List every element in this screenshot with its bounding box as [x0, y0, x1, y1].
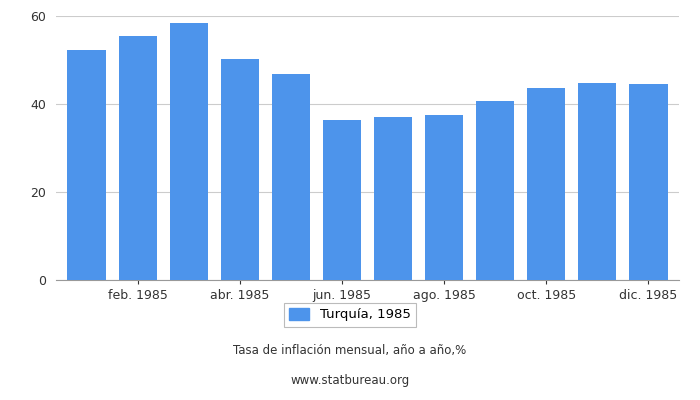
- Bar: [425, 116, 463, 280]
- Text: www.statbureau.org: www.statbureau.org: [290, 374, 410, 387]
- Bar: [118, 36, 157, 280]
- Bar: [527, 88, 566, 280]
- Bar: [272, 74, 310, 280]
- Bar: [374, 117, 412, 280]
- Bar: [67, 50, 106, 280]
- Bar: [169, 23, 208, 280]
- Bar: [220, 59, 259, 280]
- Bar: [476, 101, 514, 280]
- Bar: [629, 84, 668, 280]
- Legend: Turquía, 1985: Turquía, 1985: [284, 302, 416, 326]
- Bar: [578, 83, 617, 280]
- Bar: [323, 120, 361, 280]
- Text: Tasa de inflación mensual, año a año,%: Tasa de inflación mensual, año a año,%: [233, 344, 467, 357]
